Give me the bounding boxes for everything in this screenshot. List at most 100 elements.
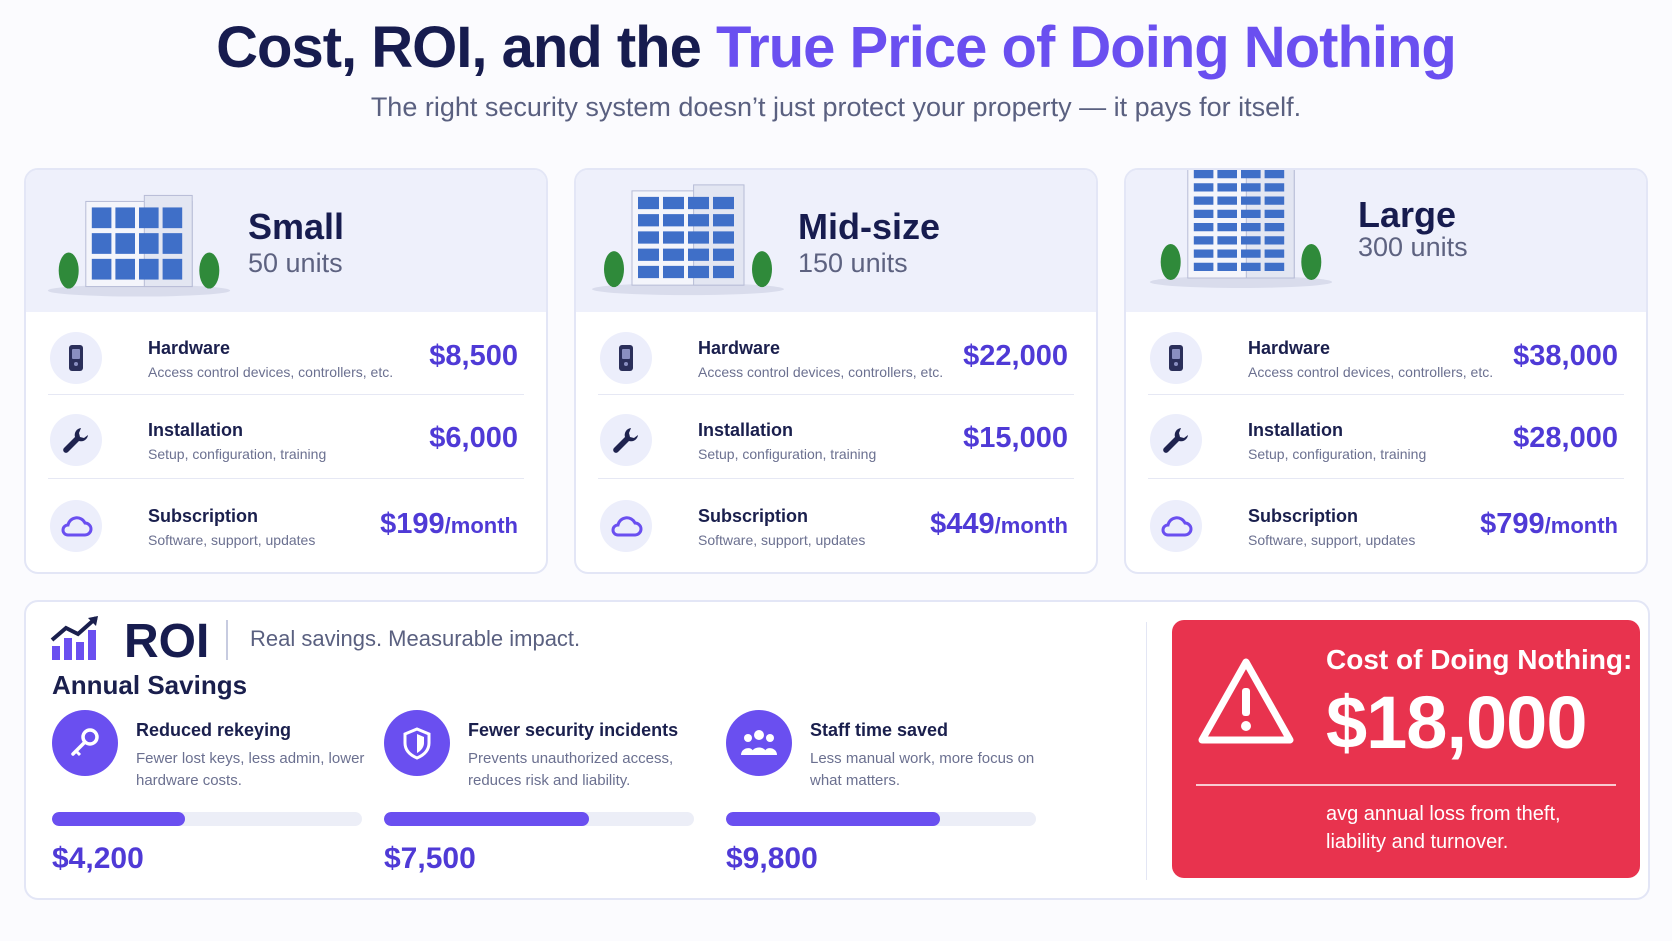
cloud-icon [600,500,652,552]
savings-value: $4,200 [52,842,144,875]
cost-divider [1196,784,1616,786]
savings-progress-fill [384,812,589,826]
savings-progress-bar [52,812,362,826]
page-subtitle: The right security system doesn’t just p… [370,92,1302,122]
price-period: /month [444,513,518,538]
price-period: /month [994,513,1068,538]
cost-row-installation: Installation Setup, configuration, traini… [1148,400,1624,484]
cost-row-subscription: Subscription Software, support, updates $7… [1148,486,1624,570]
cost-title: Hardware [698,338,781,358]
cost-desc: Software, support, updates [1248,532,1416,548]
savings-item-incidents: Fewer security incidents Prevents unauth… [384,708,704,888]
cost-price: $199/month [380,508,518,541]
building-illustration [1149,170,1333,288]
price-amount: $8,500 [429,340,518,372]
cloud-icon [50,500,102,552]
cost-title: Hardware [148,338,231,358]
cost-of-doing-nothing-panel: Cost of Doing Nothing: $18,000 avg annua… [1172,620,1640,878]
savings-title: Fewer security incidents [468,720,679,740]
cost-title: Hardware [1248,338,1331,358]
row-divider [598,394,1074,395]
tier-card-mid-size: Mid-size 150 units Hardware Access control … [574,168,1098,574]
door-panel-icon [1150,332,1202,384]
savings-progress-bar [726,812,1036,826]
door-panel-icon [50,332,102,384]
cost-price: $38,000 [1513,340,1618,373]
cost-row-installation: Installation Setup, configuration, traini… [48,400,524,484]
building-illustration [592,184,784,296]
savings-desc: Prevents unauthorized access, reduces ri… [468,750,674,789]
savings-item-rekeying: Reduced rekeying Fewer lost keys, less a… [52,708,372,888]
cost-desc: Software, support, updates [698,532,866,548]
price-amount: $28,000 [1513,422,1618,454]
cost-desc: Access control devices, controllers, etc… [148,364,394,380]
tier-units: 50 units [248,248,343,278]
cost-value: $18,000 [1326,681,1587,764]
price-amount: $15,000 [963,422,1068,454]
tier-header: Large 300 units [1126,170,1646,312]
cost-row-hardware: Hardware Access control devices, controll… [598,318,1074,402]
cost-title: Subscription [1248,506,1359,526]
savings-title: Reduced rekeying [136,720,292,740]
price-amount: $6,000 [429,422,518,454]
price-amount: $799 [1480,508,1545,540]
cost-title: Installation [698,420,794,440]
row-divider [48,394,524,395]
savings-progress-fill [52,812,186,826]
tier-units: 150 units [798,248,908,278]
cost-price: $799/month [1480,508,1618,541]
row-divider [1148,478,1624,479]
cost-title: Installation [148,420,244,440]
tier-name: Large [1358,194,1457,235]
row-divider [48,478,524,479]
cost-price: $28,000 [1513,422,1618,455]
cost-price: $8,500 [429,340,518,373]
cost-desc: Access control devices, controllers, etc… [698,364,944,380]
price-amount: $449 [930,508,995,540]
wrench-icon [600,414,652,466]
savings-value: $7,500 [384,842,476,875]
key-icon [52,710,118,776]
savings-item-staff-time: Staff time saved Less manual work, more … [726,708,1046,888]
cost-price: $22,000 [963,340,1068,373]
cost-price: $449/month [930,508,1068,541]
savings-progress-bar [384,812,694,826]
tier-card-small: Small 50 units Hardware Access control devi… [24,168,548,574]
page-title: Cost, ROI, and the True Price of Doing N… [0,14,1672,81]
price-amount: $199 [380,508,445,540]
warning-icon [1198,658,1294,744]
tier-card-large: Large 300 units Hardware Access control dev… [1124,168,1648,574]
wrench-icon [1150,414,1202,466]
cost-desc: Setup, configuration, training [148,446,327,462]
shield-icon [384,710,450,776]
tier-name: Small [248,206,345,247]
cost-desc: Setup, configuration, training [1248,446,1427,462]
savings-desc: Less manual work, more focus on what mat… [810,750,1035,789]
savings-title: Staff time saved [810,720,949,740]
cost-title: Subscription [698,506,809,526]
tier-units: 300 units [1358,232,1468,262]
cost-label: Cost of Doing Nothing: [1326,644,1633,675]
cost-note: avg annual loss from theft, liability an… [1326,803,1561,853]
tier-header: Small 50 units [26,170,546,312]
roi-tagline: Real savings. Measurable impact. [250,626,581,651]
cost-desc: Software, support, updates [148,532,316,548]
cost-price: $15,000 [963,422,1068,455]
cost-row-hardware: Hardware Access control devices, controll… [1148,318,1624,402]
cost-row-installation: Installation Setup, configuration, traini… [598,400,1074,484]
cost-desc: Access control devices, controllers, etc… [1248,364,1494,380]
roi-divider [226,620,228,660]
title-main: Cost, ROI, and the [216,15,702,80]
row-divider [1148,394,1624,395]
price-period: /month [1544,513,1618,538]
cost-price: $6,000 [429,422,518,455]
price-amount: $38,000 [1513,340,1618,372]
building-illustration [47,194,231,297]
tier-name: Mid-size [798,206,941,247]
door-panel-icon [600,332,652,384]
chart-growth-icon [50,616,98,660]
annual-savings-label: Annual Savings [52,670,248,700]
tier-header: Mid-size 150 units [576,170,1096,312]
wrench-icon [50,414,102,466]
cost-row-subscription: Subscription Software, support, updates $4… [598,486,1074,570]
